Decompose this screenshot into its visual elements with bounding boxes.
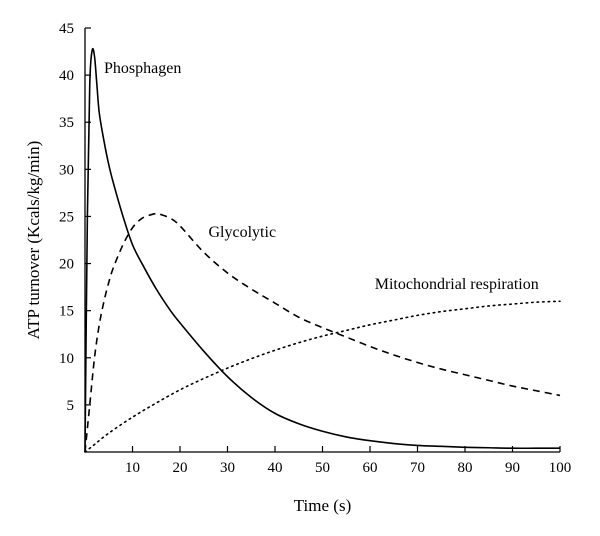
y-tick-label: 5 [67, 398, 75, 414]
x-tick-label: 50 [315, 460, 330, 476]
x-tick-label: 10 [125, 460, 140, 476]
x-axis-title: Time (s) [294, 496, 351, 515]
y-tick-label: 20 [59, 257, 74, 273]
x-tick-label: 60 [363, 460, 378, 476]
x-tick-label: 40 [268, 460, 283, 476]
series-label-glycolytic: Glycolytic [209, 224, 277, 241]
axes: 10 20 30 40 50 60 70 80 90 100 5 10 15 20 25 30 35 40 45 [59, 21, 571, 476]
x-tick-label: 20 [173, 460, 188, 476]
series-lines [84, 47, 561, 453]
y-tick-label: 45 [59, 21, 74, 37]
series-mitochondrial-respiration-line [84, 300, 561, 453]
y-tick-label: 35 [59, 115, 74, 131]
y-axis-ticks: 5 10 15 20 25 30 35 40 45 [59, 21, 91, 414]
y-tick-label: 40 [59, 68, 74, 84]
x-tick-label: 30 [220, 460, 235, 476]
series-phosphagen-line [84, 47, 560, 453]
x-tick-label: 70 [410, 460, 425, 476]
y-tick-label: 25 [59, 209, 74, 225]
x-tick-label: 100 [549, 460, 572, 476]
series-labels: Phosphagen Glycolytic Mitochondrial respir… [104, 60, 539, 293]
x-tick-label: 90 [505, 460, 520, 476]
y-tick-label: 30 [59, 162, 74, 178]
y-tick-label: 15 [59, 304, 74, 320]
series-glycolytic-line [84, 212, 561, 453]
y-axis-title: ATP turnover (Kcals/kg/min) [24, 141, 43, 340]
series-label-phosphagen: Phosphagen [104, 60, 181, 77]
x-axis-ticks: 10 20 30 40 50 60 70 80 90 100 [125, 446, 571, 476]
x-tick-label: 80 [458, 460, 473, 476]
series-label-mitochondrial-respiration: Mitochondrial respiration [375, 276, 539, 293]
y-tick-label: 10 [59, 351, 74, 367]
plot-area: Phosphagen Glycolytic Mitochondrial respir… [84, 47, 561, 453]
